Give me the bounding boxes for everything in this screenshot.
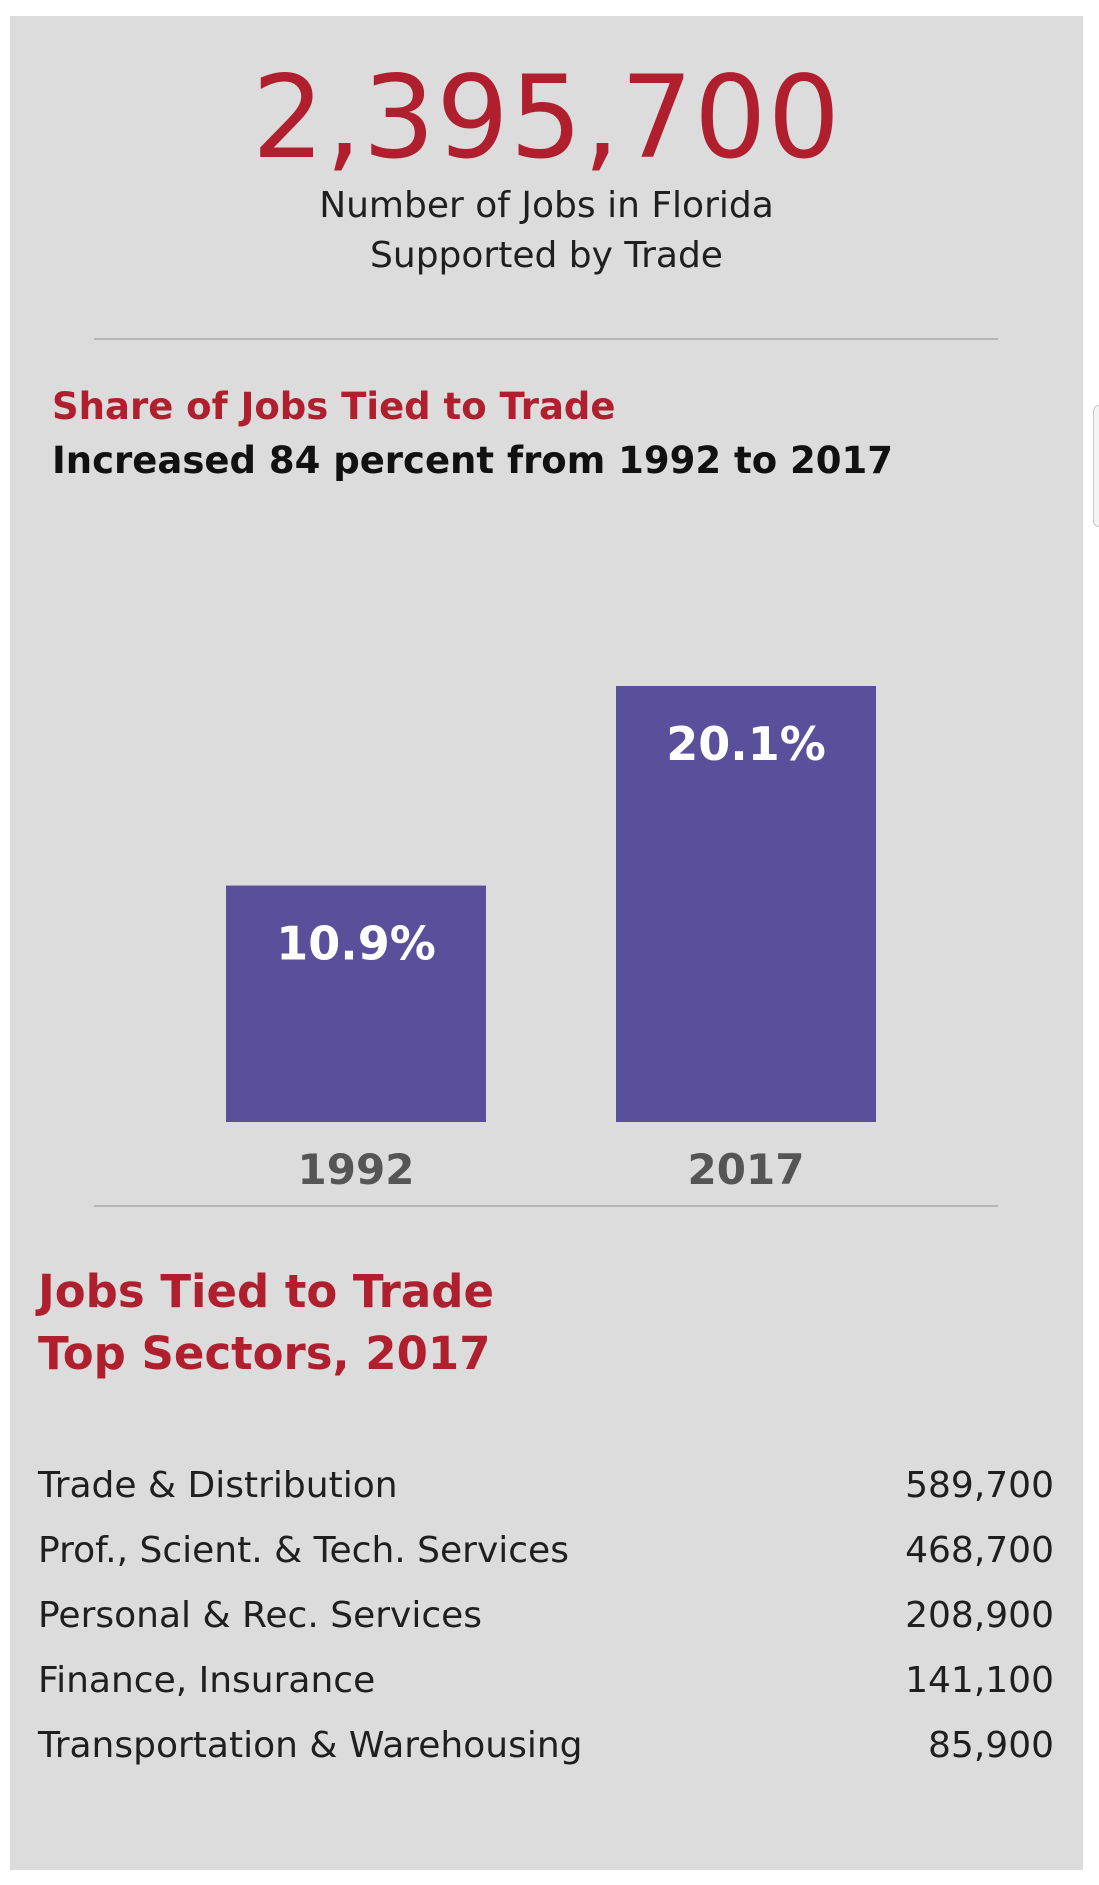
sector-jobs-value: 468,700	[905, 1530, 1054, 1571]
bar-value-label: 20.1%	[666, 717, 826, 771]
share-section-subtitle: Increased 84 percent from 1992 to 2017	[52, 439, 893, 482]
sector-name: Trade & Distribution	[38, 1465, 398, 1506]
sector-row: Finance, Insurance 141,100	[38, 1659, 1054, 1724]
top-divider	[94, 338, 998, 340]
middle-divider	[94, 1205, 998, 1207]
sector-table: Trade & Distribution 589,700 Prof., Scient…	[38, 1464, 1054, 1789]
scroll-edge-tab[interactable]	[1093, 405, 1099, 527]
sectors-section-subtitle: Top Sectors, 2017	[38, 1327, 491, 1380]
sector-row: Transportation & Warehousing 85,900	[38, 1724, 1054, 1789]
jobs-total-number: 2,395,700	[251, 51, 842, 184]
infographic-panel: 2,395,700 Number of Jobs in Florida Supp…	[10, 16, 1083, 1870]
sector-row: Personal & Rec. Services 208,900	[38, 1594, 1054, 1659]
sector-row: Trade & Distribution 589,700	[38, 1464, 1054, 1529]
bar-value-label: 10.9%	[276, 917, 436, 971]
sector-jobs-value: 208,900	[905, 1595, 1054, 1636]
sector-name: Personal & Rec. Services	[38, 1595, 483, 1636]
share-bar-chart: 10.9% 1992 20.1% 2017	[226, 686, 876, 1194]
sector-name: Finance, Insurance	[38, 1660, 376, 1701]
bar-2017	[616, 686, 876, 1122]
x-tick-label: 2017	[688, 1145, 805, 1194]
sector-jobs-value: 85,900	[928, 1725, 1054, 1766]
x-tick-label: 1992	[298, 1145, 415, 1194]
sector-name: Prof., Scient. & Tech. Services	[38, 1530, 569, 1571]
sector-name: Transportation & Warehousing	[38, 1725, 583, 1766]
sectors-section-title: Jobs Tied to Trade	[38, 1265, 494, 1318]
sector-row: Prof., Scient. & Tech. Services 468,700	[38, 1529, 1054, 1594]
jobs-total-caption-line2: Supported by Trade	[370, 235, 723, 276]
share-section-title: Share of Jobs Tied to Trade	[52, 385, 616, 428]
bar-1992	[226, 885, 486, 1122]
jobs-total-caption-line1: Number of Jobs in Florida	[319, 185, 774, 226]
sector-jobs-value: 589,700	[905, 1465, 1054, 1506]
sector-jobs-value: 141,100	[905, 1660, 1054, 1701]
